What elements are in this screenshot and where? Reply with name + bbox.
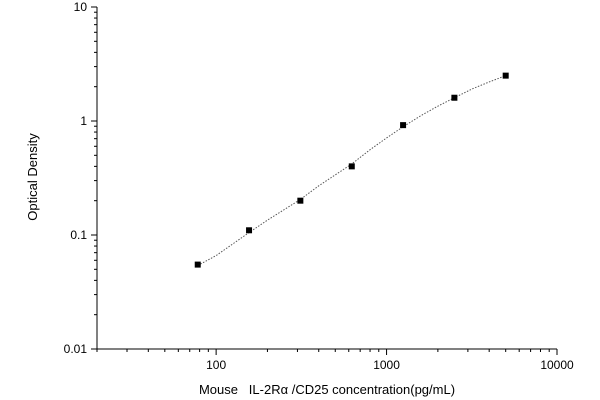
tick-labels-group: 100 1000 10000 0.01 0.1 1 10 [64,0,574,372]
data-points-group [194,72,509,268]
fit-curve-line [197,75,506,266]
y-tick-label: 0.1 [70,228,87,242]
fit-curve-group [197,75,506,266]
y-tick-label: 1 [80,114,87,128]
data-point [348,163,355,170]
axes [91,6,558,355]
data-point [502,72,509,79]
x-tick-label: 100 [206,358,226,372]
x-tick-label: 10000 [540,358,574,372]
data-point [246,227,253,234]
x-tick-label: 1000 [373,358,400,372]
data-point [297,197,304,204]
data-point [451,94,458,101]
data-point [194,261,201,268]
data-point [400,122,407,129]
y-axis-title: Optical Density [25,133,40,221]
y-tick-label: 0.01 [64,342,88,356]
y-tick-label: 10 [74,0,88,14]
x-axis-title: Mouse IL-2Rα /CD25 concentration(pg/mL) [199,382,455,397]
